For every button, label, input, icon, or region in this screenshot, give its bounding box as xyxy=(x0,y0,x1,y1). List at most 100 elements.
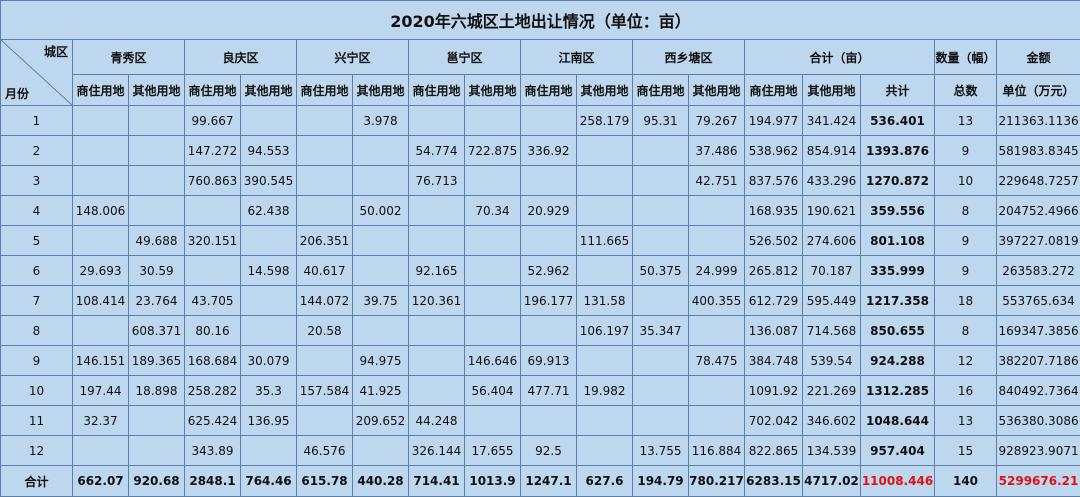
table-cell xyxy=(297,136,353,166)
table-cell: 801.108 xyxy=(861,226,935,256)
table-cell xyxy=(577,406,633,436)
corner-header: 城区 月份 xyxy=(1,40,73,106)
table-cell: 95.31 xyxy=(633,106,689,136)
table-cell: 70.34 xyxy=(465,196,521,226)
district-header: 兴宁区 xyxy=(297,40,409,75)
month-cell: 2 xyxy=(1,136,73,166)
subheader-count: 总数 xyxy=(935,75,997,106)
table-cell: 397227.0819 xyxy=(997,226,1080,256)
table-cell: 111.665 xyxy=(577,226,633,256)
subheader-residential: 商住用地 xyxy=(409,75,465,106)
table-cell: 56.404 xyxy=(465,376,521,406)
table-cell: 258.179 xyxy=(577,106,633,136)
table-cell: 9 xyxy=(935,136,997,166)
table-cell xyxy=(465,166,521,196)
table-cell: 24.999 xyxy=(689,256,745,286)
table-cell: 920.68 xyxy=(129,466,185,497)
table-cell: 14.598 xyxy=(241,256,297,286)
table-cell: 840492.7364 xyxy=(997,376,1080,406)
table-cell: 714.568 xyxy=(803,316,861,346)
table-cell: 3.978 xyxy=(353,106,409,136)
table-cell xyxy=(297,196,353,226)
table-cell: 526.502 xyxy=(745,226,803,256)
table-cell xyxy=(73,436,129,466)
table-cell: 8 xyxy=(935,316,997,346)
table-cell: 46.576 xyxy=(297,436,353,466)
month-cell: 7 xyxy=(1,286,73,316)
table-cell xyxy=(521,166,577,196)
table-cell: 62.438 xyxy=(241,196,297,226)
district-header: 江南区 xyxy=(521,40,633,75)
table-cell: 108.414 xyxy=(73,286,129,316)
table-cell: 346.602 xyxy=(803,406,861,436)
table-cell: 1270.872 xyxy=(861,166,935,196)
table-cell xyxy=(465,256,521,286)
table-cell xyxy=(129,196,185,226)
table-cell xyxy=(409,106,465,136)
subheader-other: 其他用地 xyxy=(577,75,633,106)
table-cell: 538.962 xyxy=(745,136,803,166)
subheader-unit: 单位（万元） xyxy=(997,75,1080,106)
table-cell: 44.248 xyxy=(409,406,465,436)
table-cell: 29.693 xyxy=(73,256,129,286)
table-cell xyxy=(73,226,129,256)
table-cell: 19.982 xyxy=(577,376,633,406)
table-cell: 50.375 xyxy=(633,256,689,286)
corner-district-label: 城区 xyxy=(44,43,68,60)
table-cell xyxy=(73,166,129,196)
table-cell xyxy=(465,226,521,256)
table-cell: 1048.644 xyxy=(861,406,935,436)
table-cell xyxy=(577,196,633,226)
table-cell: 13 xyxy=(935,406,997,436)
table-cell xyxy=(241,286,297,316)
table-cell: 94.975 xyxy=(353,346,409,376)
table-cell xyxy=(353,436,409,466)
table-cell: 722.875 xyxy=(465,136,521,166)
table-cell: 581983.8345 xyxy=(997,136,1080,166)
subheader-residential: 商住用地 xyxy=(185,75,241,106)
table-cell: 106.197 xyxy=(577,316,633,346)
table-cell: 714.41 xyxy=(409,466,465,497)
table-cell xyxy=(73,106,129,136)
table-cell: 140 xyxy=(935,466,997,497)
month-cell: 9 xyxy=(1,346,73,376)
table-cell: 147.272 xyxy=(185,136,241,166)
table-cell: 10 xyxy=(935,166,997,196)
table-cell: 9 xyxy=(935,226,997,256)
table-cell: 359.556 xyxy=(861,196,935,226)
table-cell xyxy=(521,316,577,346)
district-header: 青秀区 xyxy=(73,40,185,75)
table-cell: 265.812 xyxy=(745,256,803,286)
table-cell: 536.401 xyxy=(861,106,935,136)
table-cell: 850.655 xyxy=(861,316,935,346)
table-cell: 168.684 xyxy=(185,346,241,376)
table-cell: 760.863 xyxy=(185,166,241,196)
subheader-other: 其他用地 xyxy=(129,75,185,106)
table-cell: 79.267 xyxy=(689,106,745,136)
table-cell xyxy=(129,406,185,436)
table-cell: 78.475 xyxy=(689,346,745,376)
table-cell: 390.545 xyxy=(241,166,297,196)
table-cell: 1091.92 xyxy=(745,376,803,406)
table-cell xyxy=(297,106,353,136)
table-cell xyxy=(297,166,353,196)
table-cell: 854.914 xyxy=(803,136,861,166)
table-cell: 54.774 xyxy=(409,136,465,166)
table-cell: 144.072 xyxy=(297,286,353,316)
table-cell xyxy=(633,376,689,406)
table-cell: 197.44 xyxy=(73,376,129,406)
table-cell: 15 xyxy=(935,436,997,466)
table-cell xyxy=(465,106,521,136)
table-cell xyxy=(465,316,521,346)
table-cell: 326.144 xyxy=(409,436,465,466)
table-cell: 477.71 xyxy=(521,376,577,406)
table-cell: 18.898 xyxy=(129,376,185,406)
table-cell xyxy=(185,196,241,226)
